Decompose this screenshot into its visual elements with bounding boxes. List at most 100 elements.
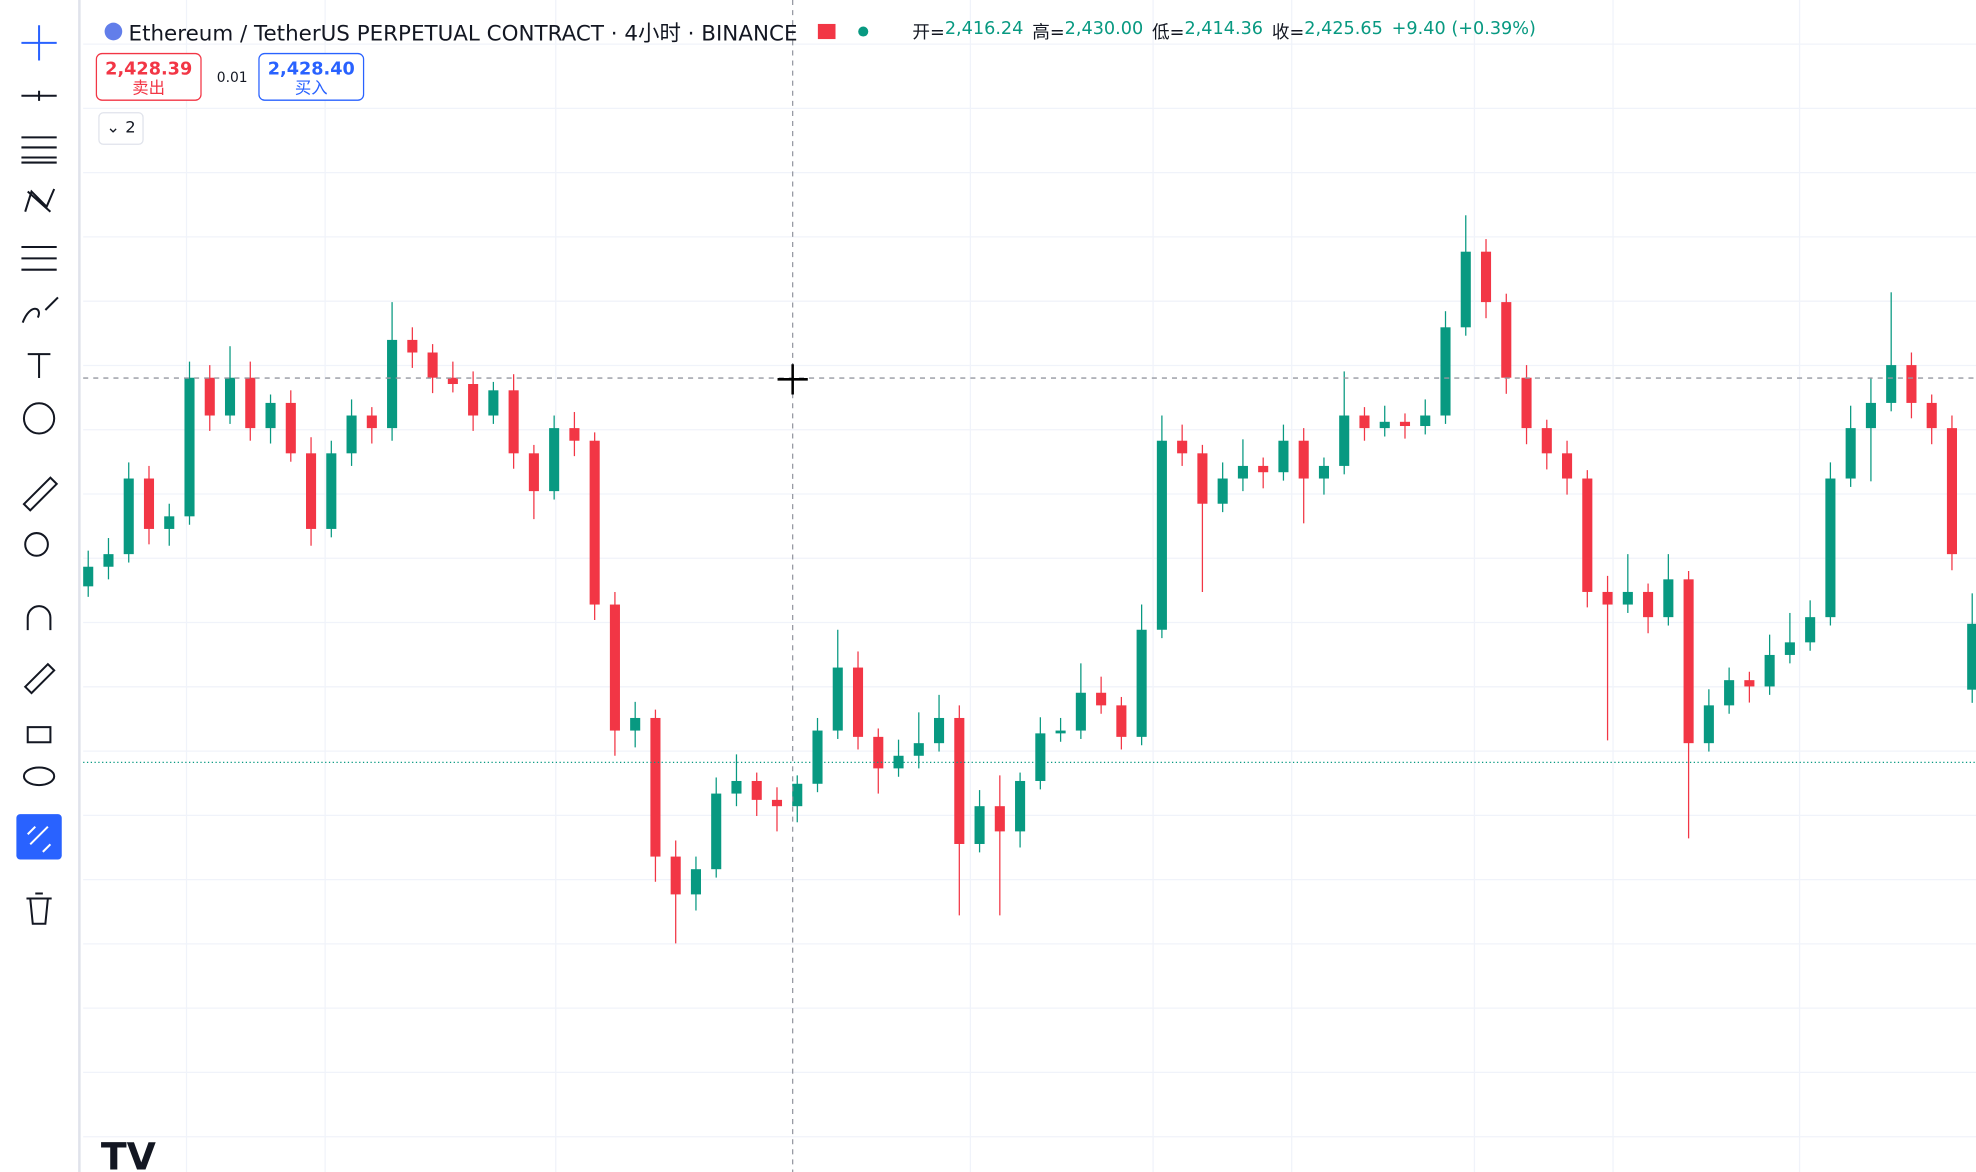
- candle-body: [528, 453, 539, 492]
- indicators-toggle[interactable]: ⌄ 2: [98, 112, 144, 145]
- tool-cross[interactable]: [21, 25, 57, 61]
- tool-lock-draw[interactable]: [23, 662, 56, 695]
- candle-body: [1258, 465, 1269, 473]
- candle-body: [1643, 591, 1654, 618]
- candle-body: [1278, 440, 1289, 473]
- candle-body: [83, 566, 94, 587]
- candle-body: [1622, 591, 1633, 605]
- candle-body: [1784, 642, 1795, 655]
- candle-body: [1015, 780, 1026, 832]
- candle-body: [549, 428, 560, 492]
- candle-body: [1217, 478, 1228, 504]
- candle-body: [1541, 428, 1552, 454]
- candle-body: [265, 402, 276, 429]
- tool-text[interactable]: [27, 353, 51, 379]
- candle-body: [650, 717, 661, 857]
- candle-body: [832, 667, 843, 731]
- tool-forecast[interactable]: [21, 245, 57, 271]
- sell-button[interactable]: 2,428.39 卖出: [95, 52, 202, 101]
- tool-line[interactable]: [21, 90, 57, 101]
- candle-body: [123, 478, 134, 555]
- candle-body: [1075, 692, 1086, 731]
- tool-delete[interactable]: [26, 892, 52, 925]
- candle-body: [1177, 440, 1188, 454]
- candle-body: [407, 339, 418, 353]
- tool-magnet[interactable]: [26, 605, 52, 631]
- candle-body: [1501, 302, 1512, 378]
- tool-zoom[interactable]: [24, 532, 49, 557]
- candle-body: [1480, 251, 1492, 303]
- candle-body: [143, 478, 155, 529]
- candle-body: [1602, 591, 1613, 605]
- candle-body: [913, 743, 924, 756]
- symbol-header: Ethereum / TetherUS PERPETUAL CONTRACT ·…: [101, 15, 873, 47]
- ohlc-label: 开=: [912, 22, 945, 43]
- candle-body: [873, 736, 884, 769]
- candle-body: [792, 783, 803, 807]
- candle-body: [488, 390, 499, 416]
- ohlc-value: 2,416.24: [944, 18, 1024, 40]
- candle-body: [245, 377, 256, 429]
- candle-body: [1379, 421, 1390, 429]
- candle-body: [508, 390, 519, 454]
- candle-body: [204, 377, 215, 416]
- candle-body: [1318, 465, 1329, 479]
- candle-body: [1420, 415, 1431, 427]
- change: +9.40 (+0.39%): [1391, 18, 1536, 40]
- candle-body: [1683, 579, 1694, 744]
- candle-body: [346, 415, 357, 454]
- candles: [83, 215, 1976, 944]
- candle-body: [852, 667, 864, 737]
- candle-body: [771, 799, 783, 807]
- symbol[interactable]: Ethereum / TetherUS PERPETUAL CONTRACT ·…: [128, 21, 798, 47]
- candle-body: [1886, 365, 1897, 403]
- tool-pattern[interactable]: [24, 188, 56, 213]
- candle-body: [326, 453, 337, 529]
- candle-body: [1116, 705, 1127, 737]
- tool-ruler[interactable]: [22, 476, 59, 512]
- candle-body: [1237, 465, 1248, 479]
- symbol-icon: [104, 22, 123, 40]
- candle-body: [1967, 623, 1976, 690]
- candle-body: [427, 352, 438, 378]
- candle-body: [954, 717, 965, 844]
- candle-body: [1805, 617, 1816, 643]
- candle-body: [1339, 415, 1350, 466]
- candle-body: [1906, 365, 1917, 403]
- candle-body: [1156, 440, 1167, 630]
- tool-eye[interactable]: [22, 766, 56, 787]
- candle-body: [366, 415, 377, 429]
- tool-unlock[interactable]: [26, 726, 52, 744]
- candle-body: [934, 717, 945, 744]
- logo: TV: [101, 1134, 157, 1172]
- buy-price: 2,428.40: [267, 59, 355, 80]
- candle-body: [468, 384, 479, 416]
- tool-emoji[interactable]: [22, 402, 56, 435]
- candle-body: [1946, 428, 1957, 555]
- candle-body: [589, 440, 600, 605]
- indicators-count: 2: [125, 118, 136, 138]
- candle-body: [731, 780, 742, 794]
- candle-body: [711, 793, 722, 870]
- candle-body: [306, 453, 317, 529]
- buy-button[interactable]: 2,428.40 买入: [258, 52, 365, 101]
- tool-brush[interactable]: [21, 296, 59, 323]
- candle-body: [1865, 402, 1876, 429]
- candle-body: [285, 402, 296, 454]
- candle-body: [630, 717, 641, 731]
- candle-body: [1703, 705, 1714, 744]
- ohlc-label: 高=: [1032, 22, 1065, 43]
- candle-body: [670, 856, 681, 895]
- candle-body: [1764, 654, 1775, 687]
- ohlc-value: 2,430.00: [1064, 18, 1144, 40]
- sell-price: 2,428.39: [105, 59, 193, 80]
- candle-body: [184, 377, 195, 517]
- tool-fib[interactable]: [21, 136, 57, 164]
- candle-body: [1845, 428, 1856, 479]
- candle-body: [893, 755, 904, 769]
- candle-body: [1460, 251, 1471, 328]
- candle-body: [1663, 579, 1674, 618]
- candle-body: [1096, 692, 1107, 706]
- candle-body: [994, 806, 1005, 832]
